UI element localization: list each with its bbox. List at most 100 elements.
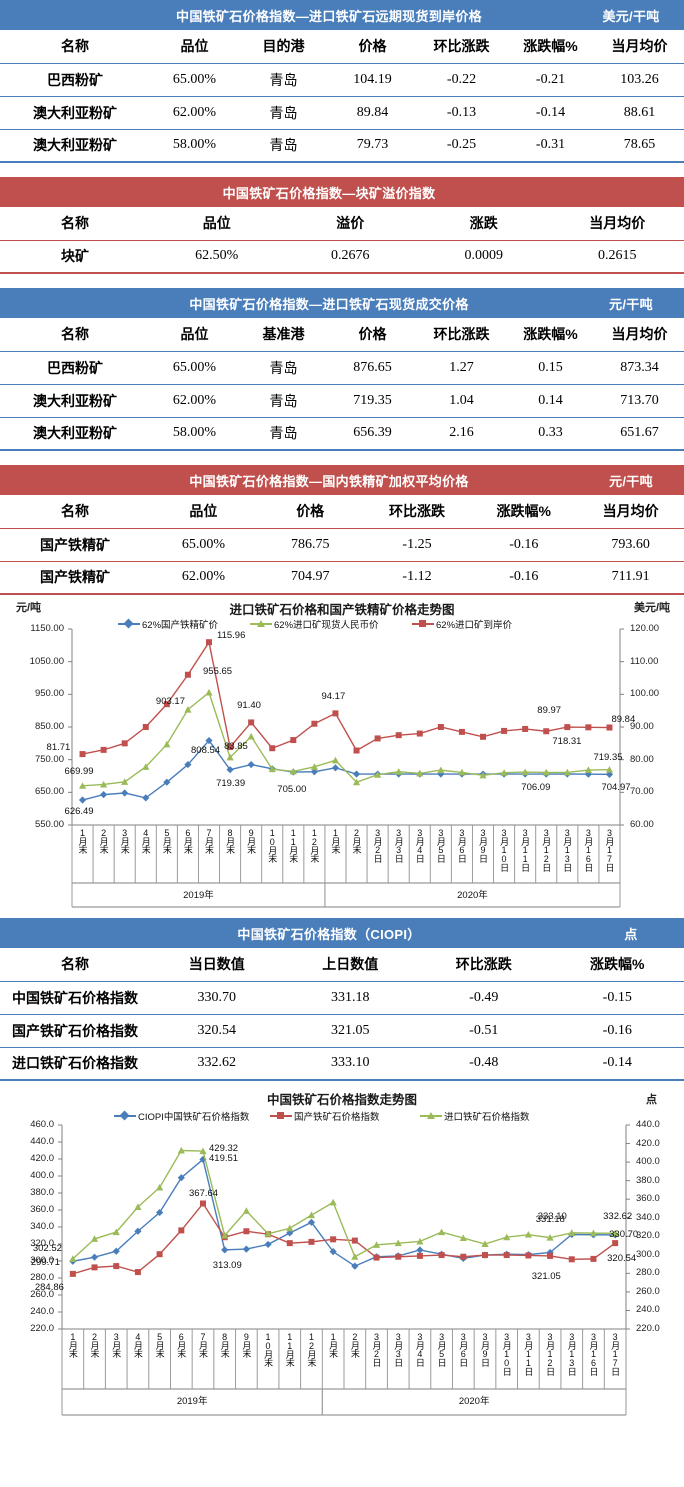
legend-line-square-icon <box>270 1112 292 1119</box>
y-tick-right: 320.0 <box>636 1230 660 1242</box>
table-cell: -1.12 <box>363 561 471 595</box>
column-header: 目的港 <box>239 30 328 64</box>
x-tick-label: 7月末 <box>204 828 214 853</box>
column-header: 价格 <box>328 318 417 352</box>
table-cell: 704.97 <box>256 561 364 595</box>
data-label: 419.51 <box>209 1153 239 1165</box>
table-forward-cfr: 中国铁矿石价格指数—进口铁矿石远期现货到岸价格 美元/干吨 名称 品位 目的港 价格 环比涨… <box>0 0 684 163</box>
table-row: 澳大利亚粉矿 58.00% 青岛 79.73 -0.25 -0.31 78.65 <box>0 129 684 163</box>
table-spot-deal: 中国铁矿石价格指数—进口铁矿石现货成交价格 元/干吨名称 品位 基准港 价格 环比涨跌 涨跌… <box>0 288 684 451</box>
y-tick-left: 340.0 <box>30 1221 54 1232</box>
data-label: 704.97 <box>601 782 631 794</box>
x-tick-label: 3月3日 <box>393 828 404 862</box>
data-label: 83.85 <box>224 741 248 753</box>
table-cell: 块矿 <box>0 240 150 274</box>
x-tick-label: 2月末 <box>349 1332 360 1357</box>
column-header: 品位 <box>150 318 239 352</box>
x-tick-label: 6月末 <box>176 1332 187 1357</box>
x-tick-label: 2月末 <box>89 1332 100 1357</box>
legend-item: CIOPI中国铁矿石价格指数 <box>114 1109 249 1123</box>
year-group-label: 2020年 <box>457 890 488 901</box>
y-tick-left: 240.0 <box>30 1306 54 1317</box>
table-cell: 876.65 <box>328 351 417 385</box>
x-tick-label: 11月末 <box>288 828 299 862</box>
column-header: 名称 <box>0 495 150 529</box>
data-label: 313.09 <box>212 1259 242 1271</box>
data-label: 320.54 <box>607 1253 637 1265</box>
table-header-ciopi: 中国铁矿石价格指数（CIOPI） 点 <box>0 918 684 948</box>
table-unit: 元/干吨 <box>609 473 653 489</box>
x-tick-label: 3月13日 <box>566 1332 577 1375</box>
x-tick-label: 3月6日 <box>456 828 467 862</box>
y-tick-left: 750.00 <box>34 753 64 765</box>
column-header: 环比涨跌 <box>417 948 551 982</box>
data-label: 705.00 <box>277 784 307 796</box>
x-tick-label: 3月4日 <box>414 828 425 862</box>
x-tick-label: 9月末 <box>241 1332 252 1357</box>
x-tick-label: 7月末 <box>198 1332 208 1357</box>
legend-item: 62%进口矿现货人民币价 <box>250 617 379 631</box>
legend-marker-icon <box>257 620 265 627</box>
data-label: 331.18 <box>535 1214 565 1226</box>
table-cell: 1.27 <box>417 351 506 385</box>
legend-marker-icon <box>277 1112 284 1119</box>
table-cell: 873.34 <box>595 351 684 385</box>
table-cell: 1.04 <box>417 384 506 418</box>
table-cell: 62.00% <box>150 561 257 595</box>
table-cell: -0.15 <box>550 981 684 1015</box>
chart-price-trend: 进口铁矿石价格和国产铁精矿价格走势图 元/吨 美元/吨 62%国产铁精矿价 62%进口矿… <box>0 595 684 910</box>
legend-line-diamond-icon <box>118 618 140 629</box>
data-label: 330.70 <box>609 1228 639 1240</box>
y-tick-left: 420.0 <box>30 1153 54 1164</box>
x-tick-label: 5月末 <box>161 828 172 853</box>
y-tick-left: 460.0 <box>30 1119 54 1130</box>
data-label: 706.09 <box>521 782 551 793</box>
x-tick-label: 3月11日 <box>520 828 531 871</box>
legend-label: 62%进口矿到岸价 <box>436 620 513 631</box>
y-tick-left: 850.00 <box>34 721 64 732</box>
table-header-row: 名称 品位 溢价 涨跌 当月均价 <box>0 207 684 241</box>
table-cell: 中国铁矿石价格指数 <box>0 981 150 1015</box>
table-title: 中国铁矿石价格指数—进口铁矿石现货成交价格 <box>189 296 469 312</box>
x-tick-label: 1月末 <box>328 1332 339 1357</box>
table-unit: 元/干吨 <box>609 296 653 312</box>
data-label: 321.05 <box>531 1271 561 1283</box>
data-label: 81.71 <box>46 742 71 754</box>
x-tick-label: 3月2日 <box>372 828 383 862</box>
column-header: 环比涨跌 <box>363 495 471 529</box>
column-header: 当月均价 <box>550 207 684 241</box>
table-cell: 89.84 <box>328 96 417 130</box>
column-header: 当月均价 <box>595 318 684 352</box>
table-cell: 331.18 <box>283 981 417 1015</box>
table-cell: 79.73 <box>328 129 417 163</box>
legend-item: 进口铁矿石价格指数 <box>420 1109 530 1123</box>
data-label: 719.39 <box>216 777 246 789</box>
x-tick-label: 3月12日 <box>541 828 552 871</box>
x-tick-label: 5月末 <box>154 1332 165 1357</box>
table-unit: 美元/干吨 <box>602 8 660 24</box>
table-cell: 656.39 <box>328 417 417 451</box>
section-spacer <box>0 451 684 465</box>
y-tick-left: 440.0 <box>30 1136 54 1147</box>
table-cell: 65.00% <box>150 63 239 97</box>
y-tick-right: 240.0 <box>636 1304 660 1316</box>
data-label: 89.84 <box>611 713 636 725</box>
table-cell: 0.0009 <box>417 240 551 274</box>
column-header: 名称 <box>0 318 150 352</box>
table-unit: 点 <box>624 926 638 942</box>
data-label: 115.96 <box>217 630 246 642</box>
y-tick-left: 650.00 <box>34 786 64 798</box>
table-body-spot-deal: 名称 品位 基准港 价格 环比涨跌 涨跌幅% 当月均价 巴西粉矿 65.00% 青岛 876.65 1… <box>0 318 684 451</box>
column-header: 涨跌 <box>417 207 551 241</box>
column-header: 环比涨跌 <box>417 318 506 352</box>
table-cell: 103.26 <box>595 63 684 97</box>
x-tick-label: 3月10日 <box>501 1332 512 1375</box>
column-header: 涨跌幅% <box>506 30 595 64</box>
data-label: 284.86 <box>34 1281 64 1293</box>
table-cell: -0.49 <box>417 981 551 1015</box>
x-tick-label: 9月末 <box>246 828 257 853</box>
x-tick-label: 3月17日 <box>610 1332 621 1375</box>
x-tick-label: 2月末 <box>351 828 362 853</box>
data-label: 333.10 <box>537 1210 567 1222</box>
y-tick-right: 300.0 <box>636 1248 660 1260</box>
